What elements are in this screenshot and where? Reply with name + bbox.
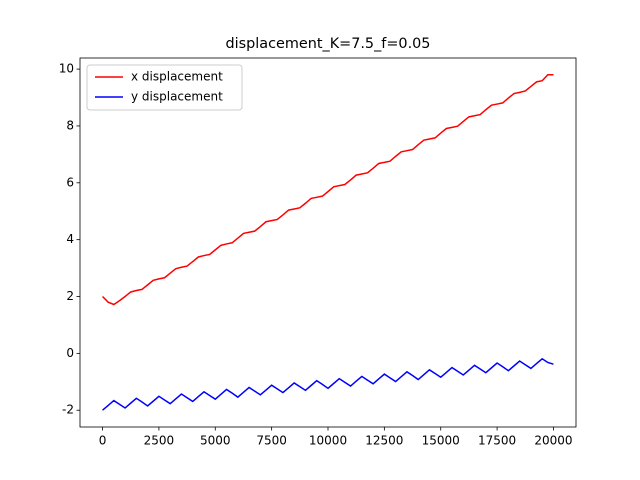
x-tick-label: 15000: [422, 434, 460, 448]
legend-label: y displacement: [131, 90, 223, 104]
chart-title: displacement_K=7.5_f=0.05: [226, 36, 431, 52]
legend-label: x displacement: [131, 70, 223, 84]
x-tick-label: 12500: [365, 434, 403, 448]
y-tick-label: 8: [66, 118, 74, 132]
y-tick-label: 2: [66, 289, 74, 303]
legend-box: [86, 64, 243, 111]
data-line: [102, 74, 554, 306]
x-tick-label: 2500: [144, 434, 175, 448]
data-line: [102, 357, 554, 411]
y-tick-label: 0: [66, 346, 74, 360]
x-tick-label: 17500: [478, 434, 516, 448]
x-tick-label: 5000: [200, 434, 231, 448]
y-tick-label: -2: [62, 403, 74, 417]
y-tick-label: 10: [59, 62, 74, 76]
x-tick-label: 0: [99, 434, 107, 448]
y-tick-label: 6: [66, 175, 74, 189]
x-tick-label: 20000: [534, 434, 572, 448]
y-tick-label: 4: [66, 232, 74, 246]
x-tick-label: 10000: [309, 434, 347, 448]
plot-frame: [79, 57, 577, 428]
x-tick-label: 7500: [256, 434, 287, 448]
